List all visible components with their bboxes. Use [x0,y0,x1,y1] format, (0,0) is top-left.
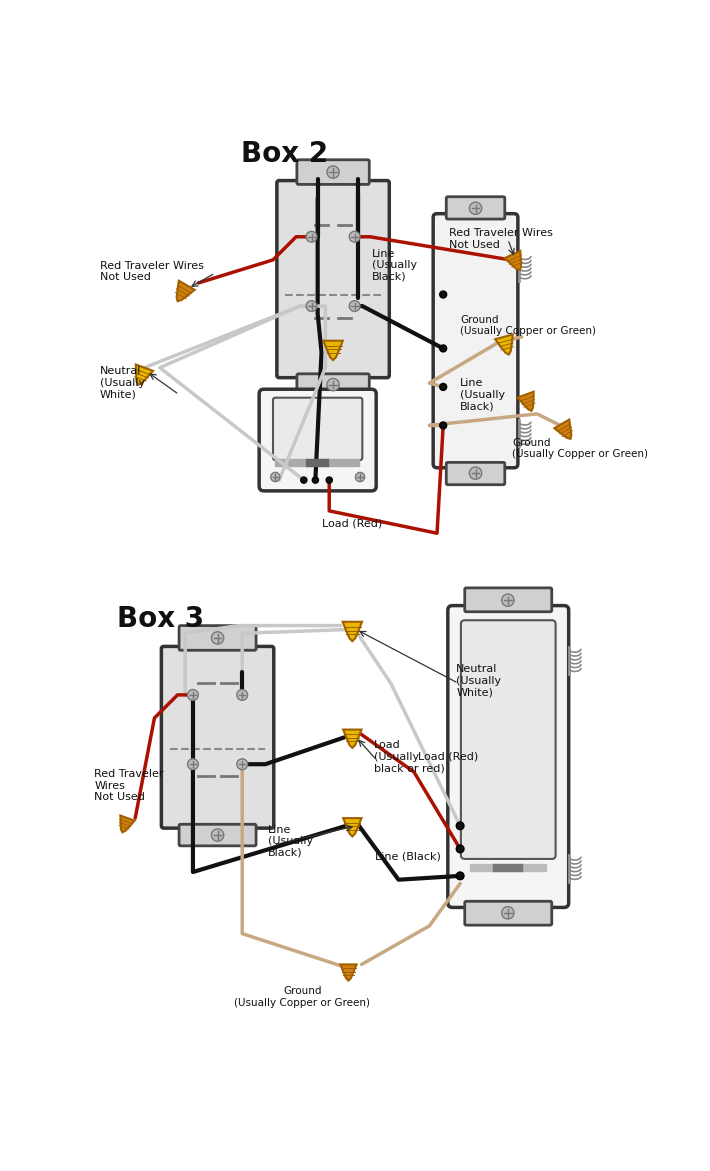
Circle shape [301,477,307,484]
FancyBboxPatch shape [273,398,362,460]
Circle shape [327,166,339,178]
Polygon shape [177,281,195,301]
FancyBboxPatch shape [179,824,256,845]
Text: Red Traveler
Wires
Not Used: Red Traveler Wires Not Used [94,769,164,802]
Circle shape [312,477,319,484]
Polygon shape [343,730,361,748]
FancyBboxPatch shape [461,621,556,860]
Text: Ground
(Usually Copper or Green): Ground (Usually Copper or Green) [513,438,648,459]
Circle shape [349,301,360,311]
Circle shape [502,906,514,919]
Circle shape [187,759,198,769]
Text: Load (Red): Load (Red) [322,519,382,528]
Polygon shape [495,335,513,355]
FancyBboxPatch shape [259,389,376,491]
Circle shape [237,690,248,700]
Circle shape [187,690,198,700]
FancyBboxPatch shape [447,463,505,485]
Circle shape [306,232,317,242]
FancyBboxPatch shape [297,159,369,184]
Circle shape [469,467,481,479]
Polygon shape [323,341,343,361]
Text: Line
(Usually
Black): Line (Usually Black) [371,248,417,282]
Circle shape [212,829,224,841]
FancyBboxPatch shape [465,588,552,611]
Text: Box 3: Box 3 [117,605,204,634]
Text: Ground
(Usually Copper or Green): Ground (Usually Copper or Green) [460,315,596,336]
Text: Line
(Usually
Black): Line (Usually Black) [268,824,312,858]
FancyBboxPatch shape [448,605,569,908]
Circle shape [306,301,317,311]
Text: Neutral
(Usually
White): Neutral (Usually White) [100,367,145,399]
Circle shape [457,845,464,852]
Circle shape [457,872,464,879]
Polygon shape [555,419,572,439]
FancyBboxPatch shape [297,374,369,396]
Circle shape [469,203,481,214]
FancyBboxPatch shape [161,646,274,828]
FancyBboxPatch shape [277,180,389,378]
Polygon shape [136,364,153,385]
Text: Neutral
(Usually
White): Neutral (Usually White) [457,664,501,698]
Circle shape [237,759,248,769]
Polygon shape [343,622,362,642]
FancyBboxPatch shape [465,902,552,925]
Circle shape [356,472,365,481]
FancyBboxPatch shape [433,213,518,467]
Circle shape [439,383,447,390]
Polygon shape [121,815,135,833]
Polygon shape [518,391,534,411]
Circle shape [271,472,280,481]
Circle shape [502,594,514,607]
Polygon shape [505,251,521,271]
Circle shape [212,632,224,644]
Text: Ground
(Usually Copper or Green): Ground (Usually Copper or Green) [234,986,371,1007]
Circle shape [457,822,464,830]
Text: Red Traveler Wires
Not Used: Red Traveler Wires Not Used [100,261,204,282]
Text: Load (Red): Load (Red) [417,752,478,761]
Circle shape [439,292,447,297]
FancyBboxPatch shape [179,625,256,650]
Polygon shape [340,965,356,980]
Text: Load
(Usually
black or red): Load (Usually black or red) [374,740,444,773]
Text: Line
(Usually
Black): Line (Usually Black) [460,378,506,411]
Circle shape [327,378,339,391]
Text: Box 2: Box 2 [241,141,328,169]
Circle shape [326,477,332,484]
Text: Line (Black): Line (Black) [376,851,442,862]
Circle shape [349,232,360,242]
Circle shape [439,345,447,351]
Circle shape [439,422,447,429]
FancyBboxPatch shape [447,197,505,219]
Polygon shape [343,819,361,836]
Text: Red Traveler Wires
Not Used: Red Traveler Wires Not Used [449,228,552,249]
